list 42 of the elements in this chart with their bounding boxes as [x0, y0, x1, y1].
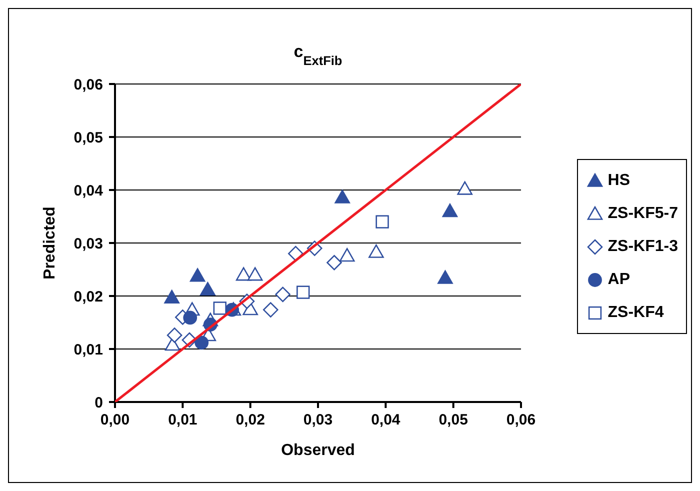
x-tick-label: 0,06: [506, 412, 536, 429]
point: [442, 204, 458, 218]
point: [339, 248, 355, 262]
point: [194, 336, 209, 350]
point: [183, 310, 198, 325]
x-tick-label: 0,01: [168, 412, 198, 429]
point: [236, 267, 252, 281]
point: [376, 215, 389, 228]
y-tick-label: 0,03: [74, 235, 103, 252]
y-tick-label: 0,01: [74, 341, 103, 358]
point: [368, 244, 384, 258]
y-tick-label: 0,02: [74, 288, 103, 306]
point: [164, 290, 180, 304]
point: [326, 254, 342, 270]
point: [438, 270, 453, 284]
point: [334, 190, 350, 204]
point: [262, 302, 278, 318]
y-axis-title: Predicted: [42, 206, 59, 280]
legend-label: ZS-KF4: [608, 304, 664, 322]
point: [200, 282, 216, 296]
point: [457, 181, 472, 195]
point: [296, 286, 310, 299]
legend-label: ZS-KF5-7: [608, 204, 678, 222]
y-tick-label: 0: [94, 394, 103, 412]
point: [190, 268, 206, 282]
x-axis-title: Observed: [281, 442, 355, 459]
legend-label: AP: [608, 270, 630, 288]
chart-title: c$_{ExtFib}$: [294, 42, 342, 68]
x-tick-label: 0,04: [371, 412, 401, 429]
point: [275, 286, 290, 302]
legend-label: ZS-KF1-3: [608, 238, 678, 256]
x-tick-label: 0,00: [100, 412, 130, 429]
y-tick-label: 0,04: [74, 182, 104, 200]
point: [166, 328, 182, 343]
x-tick-label: 0,02: [236, 412, 265, 429]
y-tick-label: 0,05: [74, 129, 103, 146]
x-tick-label: 0,05: [438, 412, 468, 429]
point: [247, 267, 263, 281]
legend-label: HS: [608, 172, 630, 190]
point: [213, 302, 226, 315]
x-tick-label: 0,03: [303, 412, 333, 429]
y-tick-label: 0,06: [74, 76, 103, 94]
